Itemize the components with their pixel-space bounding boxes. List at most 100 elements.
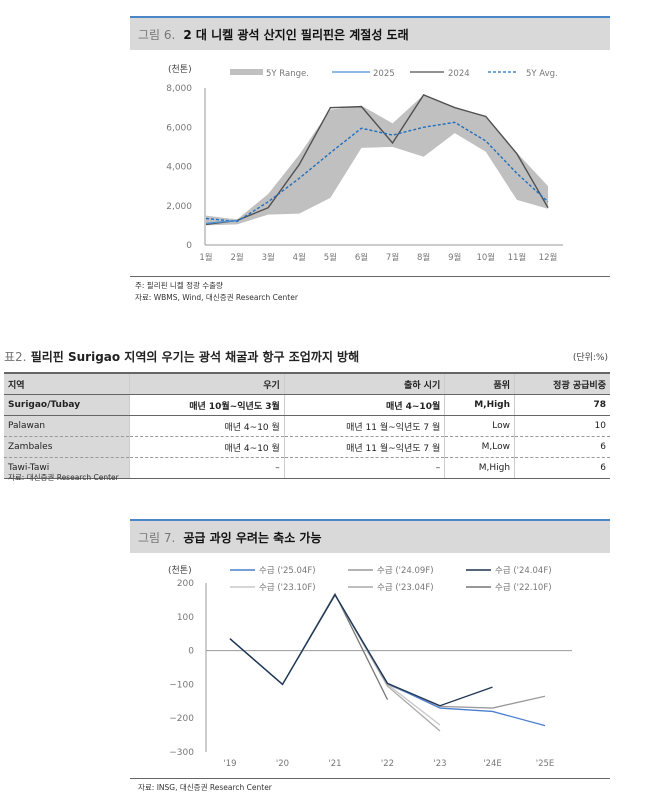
chart-source: 자료: WBMS, Wind, 대신증권 Research Center — [135, 293, 298, 302]
table-title-text: 필리핀 Surigao 지역의 우기는 광석 채굴과 항구 조업까지 방해 — [30, 350, 360, 364]
y-tick-label: 4,000 — [166, 163, 192, 173]
y-tick-label: 8,000 — [166, 84, 192, 94]
y-axis-unit: (천톤) — [168, 64, 192, 75]
legend-label: 수급 ('24.09F) — [377, 566, 434, 576]
series-line — [229, 593, 546, 709]
y-tick-label: −100 — [169, 680, 194, 690]
cell: 78 — [514, 394, 610, 416]
header-region: 지역 — [4, 372, 130, 395]
cell: 6 — [514, 457, 610, 479]
figure-title: 공급 과잉 우려는 축소 가능 — [183, 530, 322, 545]
x-tick-label: 3월 — [262, 252, 275, 263]
x-tick-label: '22 — [381, 759, 394, 769]
cell: 매년 11 월~익년도 7 월 — [284, 436, 446, 458]
x-tick-label: 10월 — [476, 252, 495, 263]
y-tick-label: 100 — [177, 613, 194, 623]
cell: 매년 4~10월 — [284, 394, 446, 416]
x-tick-label: '19 — [223, 759, 236, 769]
x-tick-label: 8월 — [417, 252, 430, 263]
cell: Zambales — [4, 436, 130, 458]
figure-6-header: 그림 6. 2 대 니켈 광석 산지인 필리핀은 계절성 도래 — [130, 16, 610, 50]
x-tick-label: 6월 — [355, 252, 368, 263]
y-tick-label: −200 — [169, 714, 194, 724]
figure-number: 그림 6. — [138, 27, 176, 42]
seasonality-chart: (천톤) 5Y Range. 2025 2024 5Y Avg. 0 2,000 4,000 6… — [166, 64, 563, 263]
legend-label: 수급 ('23.10F) — [259, 583, 316, 593]
cell: 매년 4~10 월 — [129, 415, 285, 437]
y-tick-label: 6,000 — [166, 123, 192, 133]
series-line-2025 — [205, 219, 238, 225]
legend-label: 5Y Avg. — [526, 69, 558, 79]
y-tick-label: 200 — [177, 579, 194, 589]
range-band — [206, 94, 548, 226]
legend-swatch-range — [230, 69, 263, 75]
x-tick-label: 1월 — [199, 252, 212, 263]
series-line — [229, 592, 389, 700]
y-tick-label: 0 — [188, 647, 194, 657]
legend-label: 수급 ('24.04F) — [495, 566, 552, 576]
series-line-2024 — [205, 94, 549, 226]
chart-source: 자료: INSG, 대신증권 Research Center — [138, 783, 272, 792]
cell: 매년 4~10 월 — [129, 436, 285, 458]
x-tick-label: 5월 — [324, 252, 337, 263]
x-tick-label: '20 — [276, 759, 289, 769]
legend-label: 수급 ('22.10F) — [495, 583, 552, 593]
x-tick-label: '24E — [483, 759, 502, 769]
table-header-row: 지역 우기 출하 시기 품위 정광 공급비중 — [4, 372, 610, 395]
figure-title: 2 대 니켈 광석 산지인 필리핀은 계절성 도래 — [183, 27, 409, 42]
y-tick-label: 0 — [186, 241, 192, 251]
cell: M,High — [444, 457, 516, 479]
x-tick-label: 9월 — [448, 252, 461, 263]
cell: – — [284, 457, 446, 479]
cell: Surigao/Tubay — [4, 394, 130, 416]
table-title: 표2. 필리핀 Surigao 지역의 우기는 광석 채굴과 항구 조업까지 방… — [4, 348, 359, 365]
chart-note: 주: 필리핀 니켈 정광 수출량 — [135, 281, 223, 290]
legend-label: 수급 ('23.04F) — [377, 583, 434, 593]
cell: 매년 11 월~익년도 7 월 — [284, 415, 446, 437]
x-tick-label: '25E — [536, 759, 555, 769]
legend-label: 5Y Range. — [266, 69, 309, 79]
supply-balance-chart: (천톤) 수급 ('25.04F) 수급 ('24.09F) 수급 ('24.04F)… — [168, 565, 572, 769]
cell: 6 — [514, 436, 610, 458]
x-tick-label: 11월 — [508, 252, 527, 263]
x-tick-label: '21 — [328, 759, 341, 769]
x-tick-label: 2월 — [230, 252, 243, 263]
x-tick-label: 4월 — [293, 252, 306, 263]
divider — [130, 276, 610, 277]
y-tick-label: −300 — [169, 748, 194, 758]
table-number: 표2. — [4, 350, 27, 364]
y-tick-label: 2,000 — [166, 202, 192, 212]
y-axis-unit: (천톤) — [168, 565, 192, 576]
divider — [130, 778, 610, 779]
table-row: Palawan 매년 4~10 월 매년 11 월~익년도 7 월 Low 10 — [4, 415, 610, 437]
x-tick-label: 7월 — [386, 252, 399, 263]
cell: Tawi-Tawi — [4, 457, 130, 479]
header-shipping: 출하 시기 — [284, 372, 446, 395]
region-table: 지역 우기 출하 시기 품위 정광 공급비중 Surigao/Tubay 매년 10월~익… — [4, 372, 610, 479]
header-grade: 품위 — [444, 372, 516, 395]
table-unit: (단위:%) — [572, 353, 608, 363]
legend-label: 2024 — [448, 69, 470, 79]
series-line — [229, 593, 493, 707]
legend-label: 수급 ('25.04F) — [259, 566, 316, 576]
cell: 10 — [514, 415, 610, 437]
table-row: Zambales 매년 4~10 월 매년 11 월~익년도 7 월 M,Low 6 — [4, 436, 610, 458]
legend-label: 2025 — [373, 69, 395, 79]
cell: Low — [444, 415, 516, 437]
series-line — [229, 593, 546, 727]
series-line-5yavg — [205, 121, 549, 223]
cell: – — [129, 457, 285, 479]
figure-7-header: 그림 7. 공급 과잉 우려는 축소 가능 — [130, 519, 610, 553]
cell: M,Low — [444, 436, 516, 458]
cell: 매년 10월~익년도 3월 — [129, 394, 285, 416]
series-line — [229, 593, 441, 732]
cell: Palawan — [4, 415, 130, 437]
series-line — [229, 593, 441, 726]
header-share: 정광 공급비중 — [514, 372, 610, 395]
cell: M,High — [444, 394, 516, 416]
table-source: 자료: 대신증권 Research Center — [8, 473, 119, 482]
header-rainy: 우기 — [129, 372, 285, 395]
table-row: Surigao/Tubay 매년 10월~익년도 3월 매년 4~10월 M,High… — [4, 394, 610, 416]
table-row: Tawi-Tawi – – M,High 6 — [4, 457, 610, 479]
figure-number: 그림 7. — [138, 530, 176, 545]
